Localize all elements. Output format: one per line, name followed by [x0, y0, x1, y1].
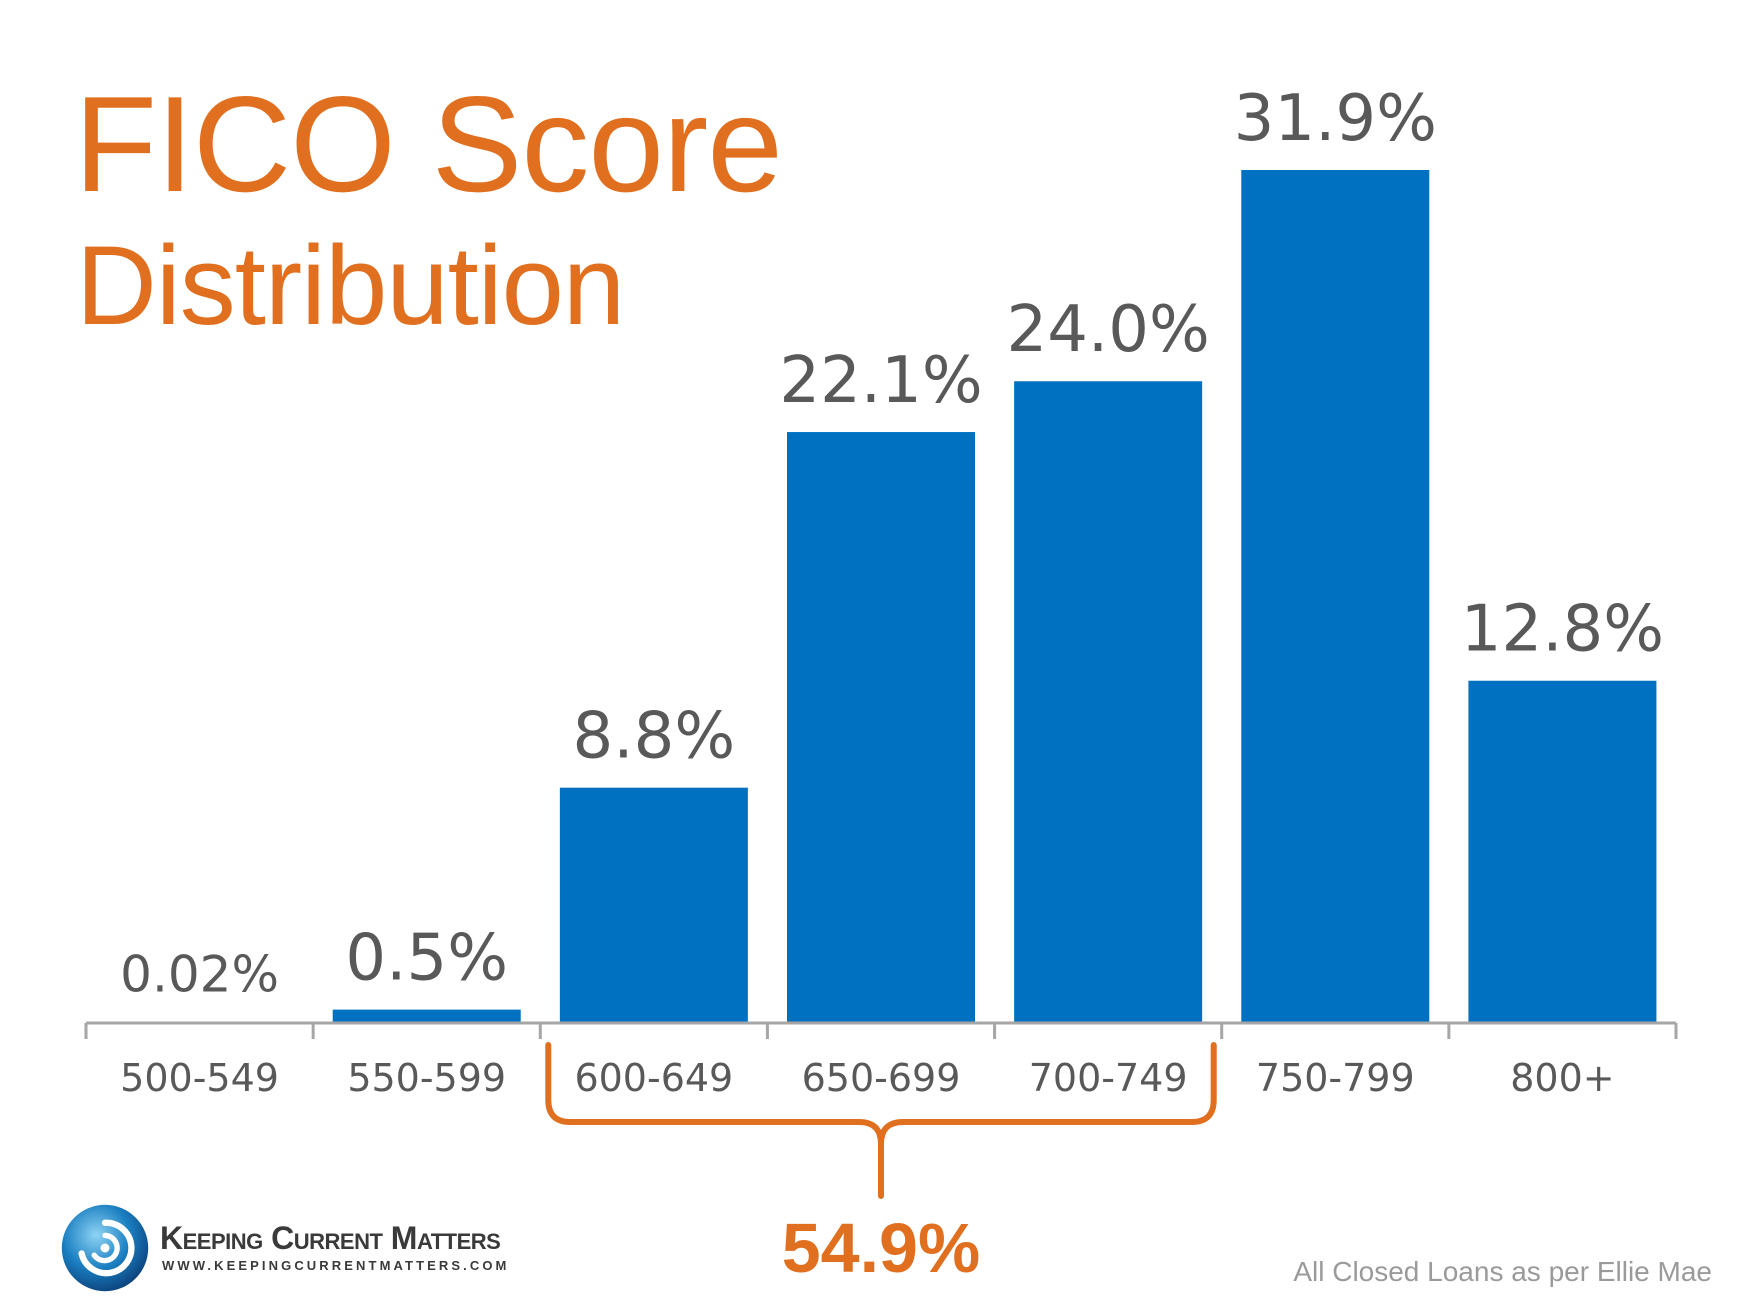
tick-labels-group: 500-549 550-599 600-649 650-699 700-749 750-7…	[120, 1056, 1614, 1100]
data-label-800+: 12.8%	[1461, 593, 1664, 667]
kcm-logo-icon	[61, 1204, 149, 1292]
bar-650-699	[787, 432, 975, 1023]
bar-800+	[1468, 680, 1657, 1023]
chart-title-line2: Distribution	[76, 223, 625, 348]
annotation-total-label: 54.9%	[782, 1209, 980, 1287]
bar-700-749	[1014, 381, 1203, 1023]
data-label-600-649: 8.8%	[573, 700, 736, 774]
data-label-700-749: 24.0%	[1006, 293, 1209, 367]
bar-750-799	[1241, 170, 1430, 1023]
annotation-bracket	[545, 1042, 1217, 1199]
data-label-750-799: 31.9%	[1234, 82, 1437, 156]
annotation-group: 54.9%	[545, 1042, 1217, 1287]
brand-name: Keeping Current Matters	[160, 1220, 501, 1256]
data-label-550-599: 0.5%	[345, 922, 508, 996]
x-axis	[84, 1021, 1678, 1039]
tick-label-550-599: 550-599	[347, 1056, 506, 1100]
bar-550-599	[332, 1009, 521, 1023]
data-labels-group: 0.02% 0.5% 8.8% 22.1% 24.0% 31.9% 12.8%	[120, 82, 1664, 1004]
data-label-650-699: 22.1%	[779, 344, 982, 418]
bar-600-649	[559, 787, 748, 1023]
source-note: All Closed Loans as per Ellie Mae	[1293, 1256, 1712, 1287]
tick-label-650-699: 650-699	[802, 1056, 961, 1100]
tick-label-700-749: 700-749	[1029, 1056, 1188, 1100]
data-label-500-549: 0.02%	[120, 946, 279, 1004]
bars-group	[105, 170, 1657, 1023]
tick-label-750-799: 750-799	[1256, 1056, 1415, 1100]
tick-label-500-549: 500-549	[120, 1056, 279, 1100]
tick-label-800+: 800+	[1510, 1056, 1614, 1100]
brand-url: WWW.KEEPINGCURRENTMATTERS.COM	[162, 1258, 510, 1273]
chart-title-line1: FICO Score	[74, 68, 783, 220]
tick-label-600-649: 600-649	[574, 1056, 733, 1100]
